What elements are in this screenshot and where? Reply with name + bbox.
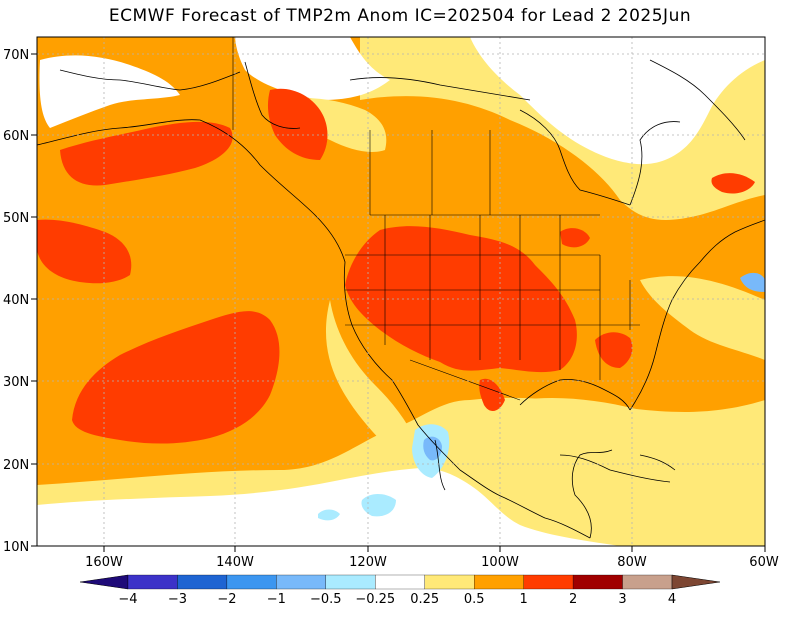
gridlines	[37, 37, 765, 546]
map-title: ECMWF Forecast of TMP2m Anom IC=202504 f…	[108, 6, 692, 26]
anomaly-field	[37, 37, 765, 546]
colorbar: −4 −3 −2 −1 −0.5 −0.25 0.25 0.5 1 2 3 4	[79, 574, 721, 607]
anomaly-white-yukon	[235, 37, 390, 100]
anomaly-light-blue-pacific	[361, 494, 396, 517]
lon-label-120w: 120W	[349, 555, 387, 570]
lat-label-30n: 30N	[3, 375, 29, 390]
lat-label-50n: 50N	[3, 211, 29, 226]
political-borders	[232, 37, 640, 401]
plot-frame	[36, 36, 766, 547]
anomaly-red-orange-bering	[60, 121, 233, 186]
colorbar-tick-label: 2	[569, 592, 577, 607]
anomaly-red-orange-southeast	[595, 332, 633, 368]
colorbar-bin	[424, 574, 475, 590]
anomaly-red-orange-us-interior	[345, 226, 577, 373]
colorbar-tick-label: −1	[267, 592, 286, 607]
colorbar-bin	[474, 574, 524, 590]
anomaly-red-orange-gulf-alaska	[267, 88, 328, 160]
colorbar-bin	[572, 574, 623, 590]
lat-label-60n: 60N	[3, 129, 29, 144]
lon-label-160w: 160W	[85, 555, 123, 570]
axis-ticks	[31, 53, 766, 552]
lon-label-60w: 60W	[749, 555, 779, 570]
colorbar-tick-label: −3	[168, 592, 187, 607]
lat-label-40n: 40N	[3, 293, 29, 308]
colorbar-bin	[276, 574, 326, 590]
anomaly-red-orange-great-lakes	[560, 228, 590, 248]
anomaly-light-blue-atlantic	[740, 272, 765, 292]
colorbar-bin	[375, 574, 425, 590]
colorbar-bin	[127, 574, 178, 590]
anomaly-light-orange-southeast	[520, 398, 765, 478]
colorbar-tick-label: −4	[118, 592, 137, 607]
colorbar-tick-label: 1	[519, 592, 527, 607]
colorbar-tick-label: 4	[668, 592, 676, 607]
colorbar-bin-lowest	[79, 574, 129, 590]
lat-label-20n: 20N	[3, 458, 29, 473]
colorbar-bin	[325, 574, 376, 590]
lat-label-70n: 70N	[3, 48, 29, 63]
anomaly-red-orange-texas	[479, 378, 505, 412]
lat-label-10n: 10N	[3, 540, 29, 555]
colorbar-bin	[622, 574, 673, 590]
anomaly-red-orange-quebec	[711, 173, 755, 194]
lon-label-140w: 140W	[216, 555, 254, 570]
anomaly-red-orange-pacific	[72, 311, 280, 444]
colorbar-tick-label: 0.25	[410, 592, 439, 607]
colorbar-bin	[226, 574, 277, 590]
anomaly-white-tropics	[37, 468, 620, 546]
colorbar-tick-label: −2	[217, 592, 236, 607]
anomaly-red-orange-west-pacific	[37, 219, 132, 284]
colorbar-bin	[177, 574, 228, 590]
colorbar-tick-label: 3	[618, 592, 626, 607]
colorbar-tick-label: −0.25	[355, 592, 395, 607]
colorbar-bin-highest	[671, 574, 721, 590]
anomaly-light-blue-pacific-2	[318, 509, 340, 521]
colorbar-tick-label: 0.5	[464, 592, 485, 607]
anomaly-white-arctic	[470, 37, 765, 165]
lon-label-80w: 80W	[617, 555, 647, 570]
colorbar-bin	[523, 574, 574, 590]
anomaly-light-orange-westcoast	[325, 300, 420, 460]
lon-label-100w: 100W	[481, 555, 519, 570]
colorbar-tick-label: −0.5	[310, 592, 342, 607]
anomaly-light-orange-atlantic	[640, 276, 765, 360]
